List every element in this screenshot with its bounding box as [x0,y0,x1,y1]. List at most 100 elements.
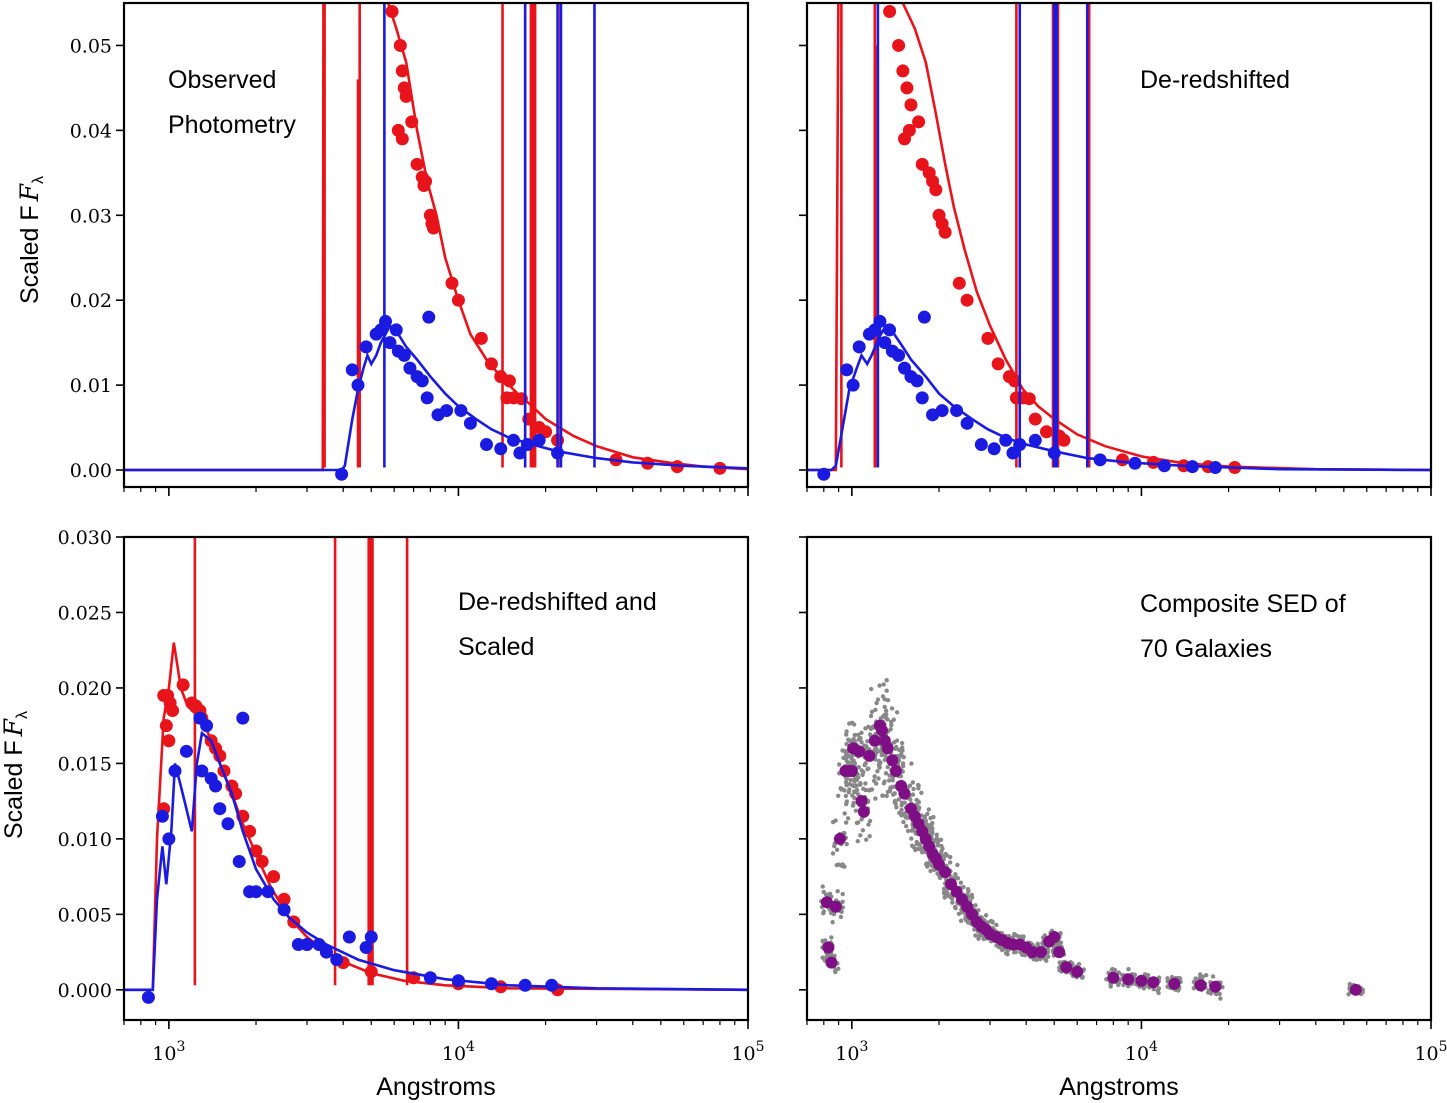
photometry-point [155,809,169,823]
photometry-point [209,779,223,793]
galaxy-point [889,722,894,728]
y-axis [799,44,807,471]
photometry-point [440,404,454,418]
galaxy-point [1034,957,1039,962]
galaxy-point [843,820,849,825]
composite-point [829,900,842,913]
galaxy-point [836,793,841,798]
galaxy-point [896,797,901,802]
photometry-point [846,378,860,392]
photometry-point [141,990,155,1004]
galaxy-point [829,935,834,940]
galaxy-point [835,889,840,894]
galaxy-point [865,767,870,772]
galaxy-point [887,773,892,778]
galaxy-point [953,872,958,877]
galaxy-point [938,837,944,842]
galaxy-point [842,788,847,793]
photometry-point [389,323,403,337]
galaxy-point [1210,974,1216,979]
galaxy-point [1198,972,1203,977]
photometry-point [454,404,468,418]
x-tick-label: 103 [152,1039,185,1065]
galaxy-point [999,946,1004,951]
photometry-point [935,404,949,418]
galaxy-point [949,896,955,902]
photometry-point [494,442,508,456]
photometry-point [395,132,409,146]
x-axis [123,487,749,496]
photometry-point [335,467,349,481]
photometry-point [319,945,333,959]
galaxy-point [973,933,978,938]
photometry-point [1115,453,1129,467]
photometry-point [423,971,437,985]
photometry-point [277,903,291,917]
galaxy-point [981,936,986,942]
galaxy-point [914,839,919,845]
galaxy-point [884,712,889,717]
photometry-point [422,310,436,324]
photometry-point [878,336,892,350]
y-tick-label: 0.01 [70,375,112,397]
galaxy-point [876,762,882,767]
galaxy-point [892,798,898,804]
photometry-point [364,965,378,979]
x-tick-label: 103 [835,1039,868,1065]
galaxy-point [844,841,849,847]
galaxy-point [994,922,999,928]
photometry-point [999,433,1013,447]
panel-annotation: Scaled [458,633,534,661]
galaxy-point [910,780,916,785]
photometry-point [518,978,532,992]
photometry-point [162,832,176,846]
galaxy-point [821,909,826,914]
photometry-point [852,340,866,354]
panel-bottom-left: 103 104 1050.0000.0050.0100.0150.0200.0250… [58,527,765,1065]
composite-point [1349,983,1362,996]
galaxy-point [904,824,909,829]
galaxy-point [900,761,906,766]
galaxy-point [909,761,914,766]
model-line [807,323,1431,472]
model-line [124,642,748,992]
galaxy-point [860,828,866,833]
x-tick-label: 104 [442,1039,475,1065]
photometry-point [974,438,988,452]
galaxy-point [894,805,899,810]
galaxy-point [916,800,921,805]
photometry-point [359,340,373,354]
composite-point [875,724,888,737]
galaxy-point [1193,976,1198,981]
galaxy-point [931,814,936,820]
galaxy-point [919,790,924,795]
galaxy-point [863,781,868,786]
galaxy-point [939,848,944,853]
series-purple [819,678,1366,1001]
y-tick-label: 0.010 [58,829,112,851]
galaxy-point [826,952,832,958]
galaxy-point [1346,992,1351,997]
galaxy-point [865,739,870,744]
galaxy-point [858,736,863,741]
galaxy-point [910,792,916,797]
galaxy-point [934,832,939,837]
galaxy-point [911,786,916,792]
photometry-point [221,817,235,831]
galaxy-point [958,880,964,885]
photometry-point [393,38,407,52]
photometry-point [397,348,411,362]
photometry-point [917,310,931,324]
galaxy-point [863,787,868,793]
composite-point [1071,965,1084,978]
photometry-point [243,824,257,838]
photometry-point [451,974,465,988]
galaxy-point [930,820,935,826]
galaxy-point [831,912,837,917]
galaxy-point [852,795,857,801]
photometry-point [1039,425,1053,439]
galaxy-point [833,969,838,975]
galaxy-point [834,847,840,852]
photometry-point [502,374,516,388]
photometry-point [445,276,459,290]
